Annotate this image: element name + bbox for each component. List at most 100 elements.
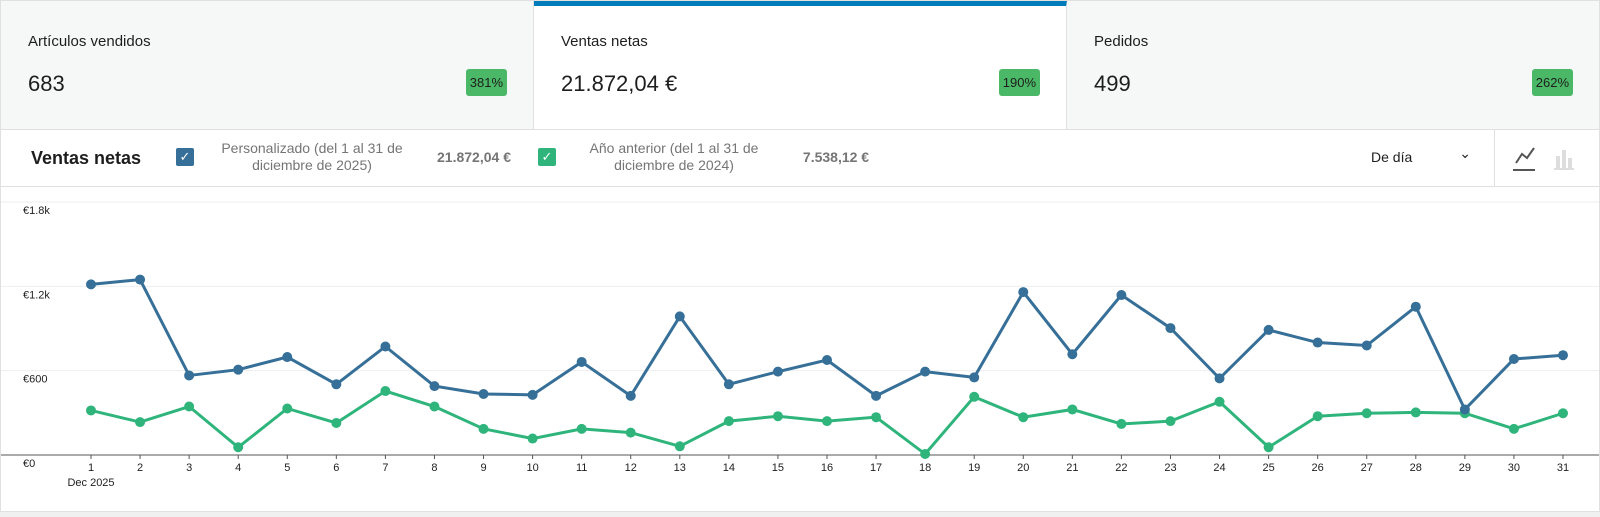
data-point bbox=[920, 366, 931, 377]
bar-chart-icon[interactable] bbox=[1554, 150, 1574, 170]
data-point bbox=[625, 427, 636, 438]
x-tick-label: 2 bbox=[137, 462, 143, 474]
data-point bbox=[1165, 323, 1176, 334]
x-tick-label: 14 bbox=[723, 462, 735, 474]
data-point bbox=[1312, 337, 1323, 348]
data-point bbox=[1263, 442, 1274, 453]
x-tick-label: 15 bbox=[772, 462, 784, 474]
legend-checkbox[interactable]: ✓ bbox=[538, 148, 556, 166]
x-tick-label: 7 bbox=[382, 462, 388, 474]
legend-name: Año anterior (del 1 al 31 de diciembre d… bbox=[589, 140, 759, 173]
data-point bbox=[233, 442, 244, 453]
data-point bbox=[527, 433, 538, 444]
tile-label: Pedidos bbox=[1094, 33, 1149, 50]
x-tick-label: 20 bbox=[1017, 462, 1029, 474]
data-point bbox=[1214, 373, 1225, 384]
data-point bbox=[282, 352, 293, 363]
data-point bbox=[86, 279, 96, 290]
data-point bbox=[1312, 411, 1323, 422]
data-point bbox=[135, 274, 146, 285]
data-point bbox=[1018, 287, 1029, 298]
tile[interactable]: Artículos vendidos 683 381% bbox=[1, 1, 534, 129]
y-tick-label: €1.2k bbox=[23, 289, 50, 301]
data-point bbox=[1018, 412, 1029, 423]
x-tick-label: 3 bbox=[186, 462, 192, 474]
interval-select[interactable]: De día bbox=[1371, 145, 1471, 165]
data-point bbox=[233, 364, 244, 375]
x-tick-label: 12 bbox=[625, 462, 637, 474]
data-point bbox=[1361, 340, 1372, 351]
legend-total: 7.538,12 € bbox=[802, 148, 870, 165]
data-point bbox=[822, 416, 832, 427]
tile-delta: 381% bbox=[465, 69, 507, 96]
x-tick-label: 10 bbox=[526, 462, 538, 474]
x-tick-label: 30 bbox=[1508, 462, 1520, 474]
data-point bbox=[184, 401, 195, 412]
legend-total: 21.872,04 € bbox=[437, 148, 511, 165]
x-tick-label: 29 bbox=[1459, 462, 1471, 474]
data-point bbox=[184, 370, 195, 381]
chart-type-toggle bbox=[1494, 130, 1600, 186]
x-tick-label: 21 bbox=[1066, 462, 1078, 474]
x-tick-label: 26 bbox=[1312, 462, 1324, 474]
data-point bbox=[772, 411, 783, 422]
data-point bbox=[674, 311, 685, 322]
data-point bbox=[380, 386, 391, 397]
tile[interactable]: Pedidos 499 262% bbox=[1067, 1, 1599, 129]
data-point bbox=[135, 417, 146, 428]
legend-item[interactable]: ✓ Año anterior (del 1 al 31 de diciembre… bbox=[538, 140, 876, 174]
y-tick-label: €600 bbox=[23, 374, 47, 386]
x-tick-label: 22 bbox=[1115, 462, 1127, 474]
data-point bbox=[576, 356, 587, 367]
data-point bbox=[380, 341, 391, 352]
data-point bbox=[723, 379, 734, 390]
data-point bbox=[1263, 324, 1274, 335]
data-point bbox=[1116, 290, 1127, 301]
tile-value: 21.872,04 € bbox=[561, 71, 678, 96]
data-point bbox=[1214, 396, 1225, 407]
data-point bbox=[1067, 349, 1078, 360]
data-point bbox=[723, 416, 734, 427]
data-point bbox=[1410, 407, 1421, 418]
x-tick-label: 17 bbox=[870, 462, 882, 474]
chart: €0€600€1.2k€1.8k1 2 3 4 5 6 7 8 9 10 11 12 13 14 15 16 1… bbox=[1, 201, 1599, 489]
series-line bbox=[90, 277, 1564, 413]
summary-tiles: Artículos vendidos 683 381% Ventas netas… bbox=[1, 1, 1599, 130]
data-point bbox=[1508, 423, 1519, 434]
x-tick-label: 27 bbox=[1361, 462, 1373, 474]
data-point bbox=[674, 441, 685, 452]
data-point bbox=[920, 449, 931, 460]
data-point bbox=[429, 381, 440, 392]
data-point bbox=[969, 391, 980, 402]
x-axis-sublabel: Dec 2025 bbox=[67, 477, 114, 489]
line-chart-icon[interactable] bbox=[1513, 147, 1535, 171]
data-point bbox=[625, 390, 636, 401]
chart-title: Ventas netas bbox=[31, 148, 142, 168]
x-tick-label: 24 bbox=[1213, 462, 1225, 474]
legend-item[interactable]: ✓ Personalizado (del 1 al 31 de diciembr… bbox=[176, 140, 514, 174]
data-point bbox=[822, 354, 832, 365]
x-tick-label: 18 bbox=[919, 462, 931, 474]
data-point bbox=[1508, 354, 1519, 365]
tile[interactable]: Ventas netas 21.872,04 € 190% bbox=[534, 1, 1067, 129]
data-point bbox=[478, 423, 489, 434]
legend-checkbox[interactable]: ✓ bbox=[176, 148, 194, 166]
data-point bbox=[331, 379, 342, 390]
tile-value: 499 bbox=[1094, 71, 1131, 96]
data-point bbox=[1067, 404, 1078, 415]
data-point bbox=[871, 412, 882, 423]
x-tick-label: 16 bbox=[821, 462, 833, 474]
x-tick-label: 9 bbox=[480, 462, 486, 474]
data-point bbox=[86, 405, 96, 416]
data-point bbox=[1558, 408, 1568, 419]
data-point bbox=[331, 417, 342, 428]
tile-delta: 190% bbox=[998, 69, 1040, 96]
x-tick-label: 8 bbox=[431, 462, 437, 474]
x-tick-label: 4 bbox=[235, 462, 241, 474]
legend-name: Personalizado (del 1 al 31 de diciembre … bbox=[221, 140, 403, 173]
x-tick-label: 5 bbox=[284, 462, 290, 474]
data-point bbox=[1558, 350, 1568, 361]
data-point bbox=[478, 388, 489, 399]
chart-type-icons bbox=[1513, 147, 1574, 171]
